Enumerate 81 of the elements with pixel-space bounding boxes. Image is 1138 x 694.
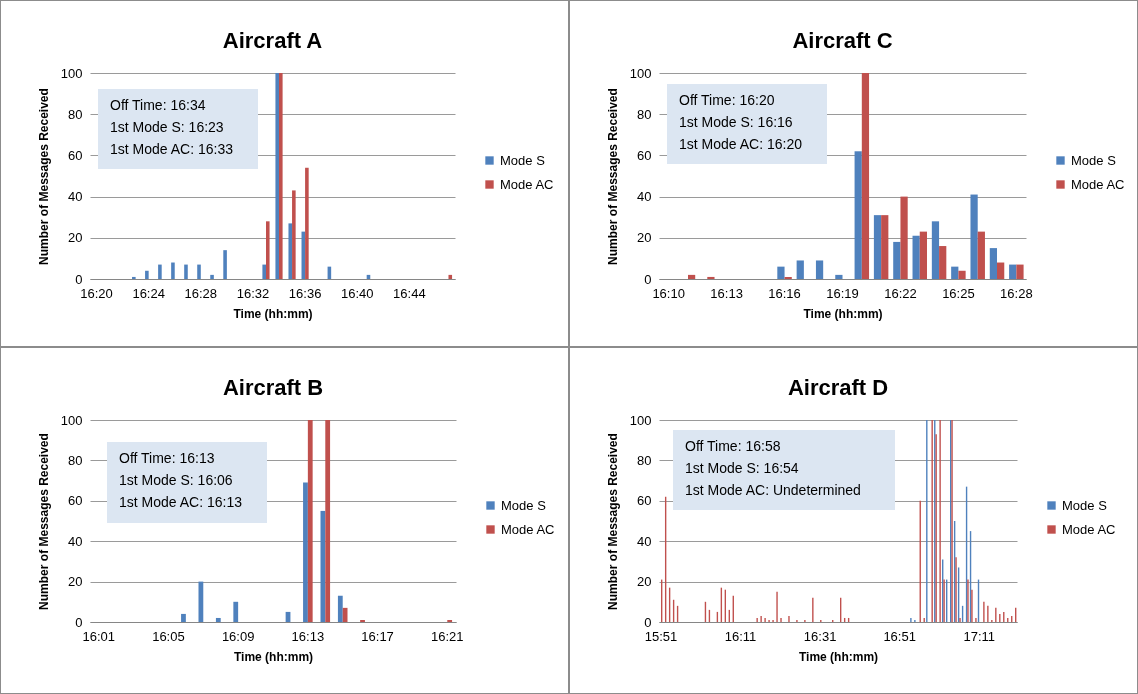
y-tick-label: 20: [637, 574, 652, 590]
annotation: 1st Mode S: 16:16: [679, 114, 793, 130]
y-axis-title: Number of Messages Received: [605, 433, 620, 610]
y-tick-label: 60: [637, 147, 652, 163]
y-tick-label: 100: [629, 65, 652, 81]
x-tick-label: 16:44: [393, 285, 426, 301]
annotation: 1st Mode S: 16:23: [110, 119, 224, 135]
x-tick-label: 16:28: [1000, 285, 1033, 301]
y-tick-label: 20: [68, 574, 83, 590]
x-tick-label: 16:10: [652, 285, 685, 301]
annotation: Off Time: 16:34: [110, 97, 206, 113]
y-tick-label: 0: [644, 271, 652, 287]
y-tick-label: 80: [68, 452, 83, 468]
y-tick-label: 60: [68, 493, 83, 509]
annotation: Off Time: 16:58: [685, 438, 781, 454]
y-axis-title: Number of Messages Received: [36, 88, 51, 265]
annotation: 1st Mode AC: 16:33: [110, 141, 234, 157]
x-tick-label: 16:13: [710, 285, 743, 301]
x-tick-label: 16:36: [288, 285, 322, 301]
x-tick-label: 16:25: [942, 285, 975, 301]
x-tick-label: 17:11: [963, 628, 995, 644]
y-tick-label: 100: [60, 412, 83, 428]
y-tick-label: 20: [637, 230, 652, 246]
x-axis-title: Time (hh:mm): [798, 649, 879, 664]
legend-label: Mode AC: [500, 176, 554, 192]
y-tick-label: 80: [637, 106, 652, 122]
y-axis-title: Number of Messages Received: [36, 433, 51, 610]
y-tick-label: 100: [60, 65, 83, 81]
x-tick-label: 16:40: [340, 285, 374, 301]
y-tick-label: 0: [75, 614, 83, 630]
y-tick-label: 0: [75, 271, 83, 287]
annotation: Off Time: 16:20: [679, 92, 775, 108]
x-tick-label: 16:11: [724, 628, 757, 644]
annotation: 1st Mode S: 16:06: [119, 472, 233, 488]
x-tick-label: 16:20: [80, 285, 113, 301]
x-tick-label: 16:31: [803, 628, 837, 644]
chart-title: Aircraft B: [222, 375, 324, 400]
y-tick-label: 60: [68, 147, 83, 163]
annotation: 1st Mode AC: 16:13: [119, 494, 243, 510]
x-tick-label: 16:24: [132, 285, 165, 301]
x-tick-label: 16:01: [82, 628, 115, 644]
legend-label: Mode S: [501, 497, 547, 513]
x-tick-label: 16:05: [152, 628, 185, 644]
x-tick-label: 16:22: [884, 285, 917, 301]
chart-title: Aircraft A: [222, 28, 323, 53]
legend-label: Mode S: [1071, 152, 1117, 168]
x-tick-label: 16:28: [184, 285, 218, 301]
legend-label: Mode S: [500, 152, 546, 168]
x-tick-label: 16:21: [431, 628, 464, 644]
y-tick-label: 0: [644, 614, 652, 630]
annotation: 1st Mode S: 16:54: [685, 460, 799, 476]
x-tick-label: 16:19: [826, 285, 859, 301]
x-axis-title: Time (hh:mm): [803, 306, 883, 321]
x-axis-title: Time (hh:mm): [233, 306, 313, 321]
y-axis-title: Number of Messages Received: [605, 88, 620, 265]
chart-title: Aircraft C: [792, 28, 893, 53]
x-tick-label: 16:51: [883, 628, 916, 644]
y-tick-label: 80: [68, 106, 83, 122]
legend-label: Mode AC: [501, 521, 555, 537]
y-tick-label: 60: [637, 493, 652, 509]
annotation: 1st Mode AC: 16:20: [679, 136, 803, 152]
y-tick-label: 40: [68, 533, 83, 549]
y-tick-label: 20: [68, 230, 83, 246]
x-tick-label: 16:13: [291, 628, 325, 644]
legend-label: Mode AC: [1071, 176, 1125, 192]
x-tick-label: 15:51: [644, 628, 678, 644]
y-tick-label: 100: [629, 412, 652, 428]
x-tick-label: 16:16: [768, 285, 801, 301]
x-tick-label: 16:17: [361, 628, 394, 644]
y-tick-label: 40: [68, 189, 83, 205]
legend-label: Mode AC: [1062, 521, 1116, 537]
x-axis-title: Time (hh:mm): [233, 649, 314, 664]
y-tick-label: 40: [637, 189, 652, 205]
y-tick-label: 40: [637, 533, 652, 549]
annotation: Off Time: 16:13: [119, 450, 215, 466]
y-tick-label: 80: [637, 452, 652, 468]
legend-label: Mode S: [1062, 497, 1108, 513]
chart-title: Aircraft D: [787, 375, 889, 400]
x-tick-label: 16:09: [221, 628, 255, 644]
x-tick-label: 16:32: [236, 285, 270, 301]
annotation: 1st Mode AC: Undetermined: [685, 482, 861, 498]
